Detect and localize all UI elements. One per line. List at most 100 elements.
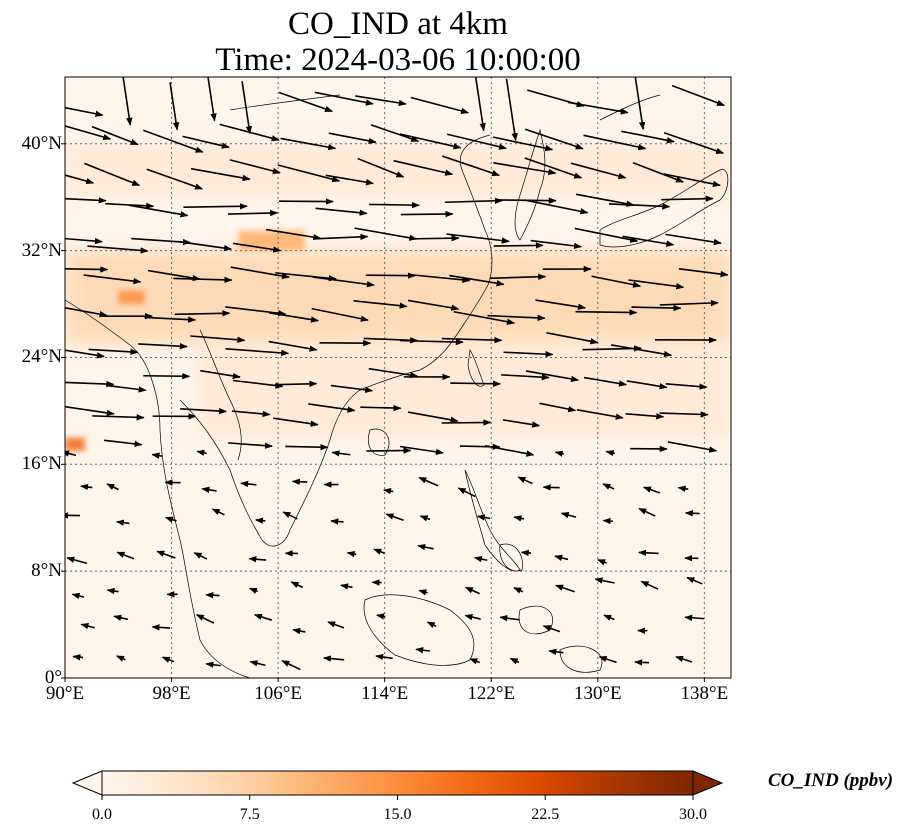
wind-arrow <box>65 125 112 141</box>
wind-arrow <box>87 245 149 254</box>
wind-arrow <box>376 613 386 620</box>
wind-arrow <box>464 586 480 595</box>
wind-arrow <box>663 173 721 188</box>
wind-arrow <box>665 383 708 390</box>
wind-arrow <box>502 419 541 428</box>
colorbar-tick-label: 15.0 <box>383 806 412 823</box>
wind-arrow <box>441 419 492 426</box>
wind-arrow <box>524 199 589 215</box>
lon-tick-label: 130°E <box>573 683 622 704</box>
map-frame <box>64 76 732 679</box>
wind-arrow <box>312 276 375 288</box>
wind-arrow <box>143 129 204 153</box>
wind-arrow <box>182 135 230 149</box>
wind-arrow <box>684 510 700 517</box>
wind-arrow <box>643 486 661 494</box>
wind-arrow <box>248 587 258 594</box>
wind-arrow <box>66 556 88 565</box>
wind-arrow <box>274 380 318 388</box>
lat-tick-label: 0° <box>44 667 62 688</box>
wind-arrow <box>407 299 460 311</box>
wind-arrow <box>525 370 580 383</box>
wind-arrow <box>686 576 703 585</box>
wind-arrow <box>346 550 357 558</box>
wind-arrow <box>575 193 635 207</box>
gridlines <box>65 77 731 678</box>
wind-arrow <box>665 233 722 246</box>
wind-arrow <box>80 622 95 630</box>
plume-band <box>65 437 85 451</box>
wind-arrow <box>278 91 333 113</box>
wind-arrow <box>368 367 419 379</box>
wind-arrow <box>173 276 233 284</box>
wind-arrow <box>340 583 353 590</box>
wind-arrow <box>476 514 491 521</box>
wind-arrow <box>539 402 577 413</box>
wind-arrow <box>165 516 177 523</box>
wind-arrow <box>105 202 155 210</box>
wind-arrow <box>628 279 685 290</box>
wind-arrow <box>366 447 412 454</box>
wind-arrow <box>161 656 175 663</box>
wind-arrow <box>65 106 104 117</box>
wind-arrow <box>106 483 119 491</box>
wind-arrow <box>205 661 221 668</box>
wind-arrow <box>567 101 629 115</box>
wind-arrow <box>147 269 201 282</box>
wind-arrow <box>625 412 665 420</box>
wind-arrow <box>393 159 454 176</box>
wind-arrow <box>638 507 656 517</box>
wind-arrow <box>72 654 84 661</box>
wind-arrow <box>269 312 319 323</box>
lat-tick-label: 24°N <box>21 346 62 368</box>
wind-vectors <box>65 77 729 671</box>
wind-arrow <box>143 373 191 380</box>
wind-arrow <box>513 587 524 594</box>
wind-arrow <box>464 613 481 621</box>
wind-arrow <box>473 555 488 563</box>
wind-arrow <box>671 84 725 107</box>
wind-arrow <box>355 95 407 107</box>
wind-arrow <box>597 559 607 566</box>
wind-arrow <box>667 441 718 453</box>
wind-arrow <box>626 380 668 390</box>
wind-arrow <box>207 77 217 122</box>
colorbar-gradient <box>101 770 694 796</box>
wind-arrow <box>290 581 304 589</box>
wind-arrow <box>622 235 675 247</box>
wind-arrow <box>233 379 284 389</box>
wind-arrow <box>499 615 520 622</box>
wind-arrow <box>560 511 577 519</box>
wind-arrow <box>447 133 507 150</box>
wind-arrow <box>400 210 454 218</box>
wind-arrow <box>330 518 344 525</box>
wind-arrow <box>180 407 227 415</box>
wind-arrow <box>190 167 251 182</box>
colorbar-label: CO_IND (ppbv) <box>768 770 894 791</box>
wind-arrow <box>315 207 368 216</box>
wind-arrow <box>88 348 139 356</box>
wind-arrow <box>446 233 510 244</box>
lat-tick-label: 16°N <box>21 453 62 475</box>
wind-arrow <box>485 445 535 457</box>
wind-arrow <box>129 204 189 218</box>
wind-arrow <box>503 350 554 358</box>
wind-arrow <box>453 310 515 325</box>
wind-arrow <box>113 614 129 621</box>
wind-arrow <box>492 136 554 152</box>
wind-arrow <box>138 343 188 350</box>
wind-arrow <box>201 486 217 494</box>
wind-arrow <box>277 164 341 183</box>
wind-arrow <box>469 658 481 665</box>
wind-arrow <box>281 660 301 671</box>
wind-arrow <box>227 209 279 217</box>
wind-arrow <box>591 275 642 288</box>
wind-arrow <box>231 410 271 418</box>
wind-arrow <box>174 310 231 317</box>
wind-arrow <box>410 235 460 242</box>
wind-arrow <box>385 513 404 521</box>
wind-arrow <box>631 304 682 312</box>
wind-arrow <box>65 237 103 245</box>
wind-arrow <box>241 81 253 135</box>
wind-arrow <box>576 409 624 420</box>
